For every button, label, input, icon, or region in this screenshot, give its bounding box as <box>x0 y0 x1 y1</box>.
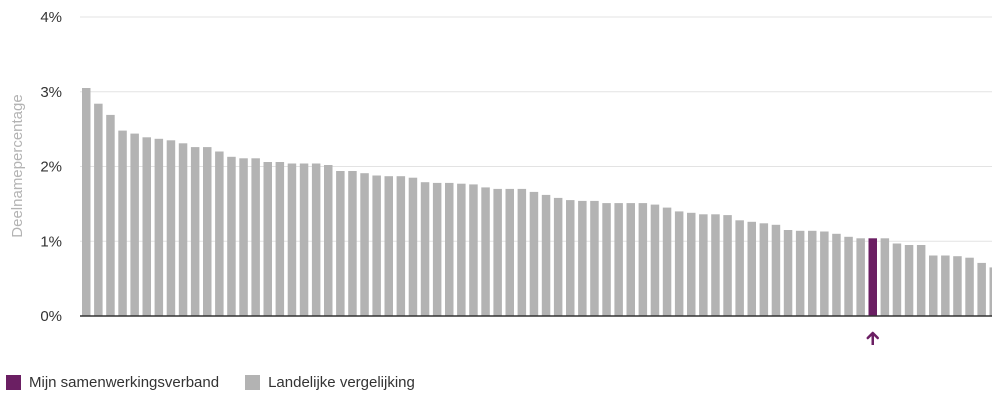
bar[interactable] <box>626 203 636 316</box>
bar[interactable] <box>154 138 164 316</box>
y-tick-label: 2% <box>40 159 62 176</box>
bar[interactable] <box>94 103 103 316</box>
bar[interactable] <box>263 162 273 316</box>
legend-item-highlight[interactable]: Mijn samenwerkingsverband <box>6 374 219 391</box>
bar[interactable] <box>929 255 938 317</box>
bar[interactable] <box>106 114 115 317</box>
bar[interactable] <box>408 177 418 316</box>
bar[interactable] <box>541 194 551 316</box>
y-axis-ticks: 0% 1% 2% 3% 4% <box>40 9 62 325</box>
bar[interactable] <box>360 173 369 316</box>
bar[interactable] <box>275 162 285 316</box>
bars <box>82 88 992 317</box>
bar[interactable] <box>420 182 430 316</box>
y-tick-label: 3% <box>40 84 62 101</box>
bar[interactable] <box>239 158 248 316</box>
arrow-head <box>866 331 879 340</box>
bar[interactable] <box>566 200 575 316</box>
bar[interactable] <box>711 214 720 316</box>
bar[interactable] <box>795 230 805 316</box>
legend-label-highlight: Mijn samenwerkingsverband <box>29 374 220 391</box>
bar[interactable] <box>493 188 502 316</box>
bar[interactable] <box>674 211 684 316</box>
bar[interactable] <box>662 207 672 316</box>
bar[interactable] <box>215 151 224 317</box>
bar[interactable] <box>723 215 732 316</box>
bar[interactable] <box>590 200 599 316</box>
bar[interactable] <box>844 236 853 316</box>
bar[interactable] <box>336 171 345 316</box>
bar[interactable] <box>178 143 188 316</box>
bar[interactable] <box>783 230 793 316</box>
bar[interactable] <box>578 200 587 316</box>
bar[interactable] <box>396 176 406 316</box>
legend-swatch-comparison <box>245 375 261 390</box>
y-tick-label: 1% <box>40 233 62 250</box>
bar[interactable] <box>953 256 962 316</box>
bar[interactable] <box>118 130 127 316</box>
bar[interactable] <box>505 188 515 316</box>
bar[interactable] <box>735 220 744 316</box>
bar[interactable] <box>287 163 297 317</box>
bar[interactable] <box>614 203 623 316</box>
bar-chart: 0% 1% 2% 3% 4% Deelnamepercentage <box>9 9 992 345</box>
bar[interactable] <box>384 176 394 316</box>
bar[interactable] <box>771 224 781 316</box>
bar[interactable] <box>457 183 466 316</box>
y-tick-label: 0% <box>40 308 62 325</box>
bar[interactable] <box>808 230 817 316</box>
bar[interactable] <box>324 165 333 316</box>
bar[interactable] <box>892 243 902 317</box>
bar[interactable] <box>904 245 914 316</box>
legend-label-comparison: Landelijke vergelijking <box>268 374 415 391</box>
bar[interactable] <box>880 238 890 316</box>
bar[interactable] <box>941 255 950 317</box>
bar-highlight[interactable] <box>868 238 878 316</box>
legend-swatch-highlight <box>6 375 21 390</box>
bar[interactable] <box>481 187 490 316</box>
bar[interactable] <box>311 163 321 317</box>
arrow-up-icon <box>866 331 879 345</box>
bar[interactable] <box>372 175 381 317</box>
bar[interactable] <box>650 204 660 316</box>
bar[interactable] <box>965 257 974 316</box>
bar[interactable] <box>469 184 478 316</box>
bar[interactable] <box>820 231 829 317</box>
bar[interactable] <box>699 214 708 316</box>
y-tick-label: 4% <box>40 9 62 26</box>
bar[interactable] <box>203 147 212 316</box>
bar[interactable] <box>856 238 865 316</box>
bar[interactable] <box>348 171 357 316</box>
bar[interactable] <box>638 203 648 316</box>
bar[interactable] <box>251 158 260 316</box>
bar[interactable] <box>989 267 992 316</box>
bar[interactable] <box>602 203 611 316</box>
bar[interactable] <box>747 221 757 316</box>
y-axis-title: Deelnamepercentage <box>9 94 26 237</box>
bar[interactable] <box>299 163 309 317</box>
bar[interactable] <box>82 88 91 316</box>
bar[interactable] <box>190 147 200 316</box>
bar[interactable] <box>166 140 176 316</box>
bar[interactable] <box>759 223 769 316</box>
bar[interactable] <box>227 156 236 316</box>
bar[interactable] <box>916 245 926 316</box>
bar[interactable] <box>445 182 454 316</box>
bar[interactable] <box>553 197 563 316</box>
bar[interactable] <box>517 188 527 316</box>
bar[interactable] <box>977 262 986 316</box>
bar[interactable] <box>529 191 539 316</box>
bar[interactable] <box>142 137 152 316</box>
bar[interactable] <box>130 133 139 316</box>
legend: Mijn samenwerkingsverband Landelijke ver… <box>6 374 441 391</box>
bar[interactable] <box>832 233 841 316</box>
legend-item-comparison[interactable]: Landelijke vergelijking <box>245 374 415 391</box>
bar[interactable] <box>687 212 696 316</box>
bar[interactable] <box>432 182 442 316</box>
